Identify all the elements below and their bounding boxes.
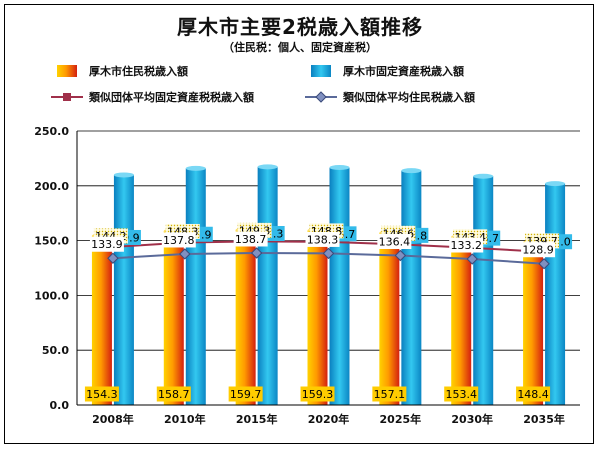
bar-residence-tax <box>235 229 256 405</box>
chart-frame: 厚木市主要2税歳入額推移 （住民税：個人、固定資産税） 厚木市住民税歳入額 厚木市… <box>4 4 594 444</box>
data-label-residence-tax: 158.7 <box>158 388 190 401</box>
data-label-residence-tax: 153.4 <box>445 388 477 401</box>
legend-item-0-swatch <box>57 65 77 77</box>
bar-fixed-asset-tax-cap <box>545 181 566 187</box>
bar-fixed-asset-tax <box>401 170 422 405</box>
bar-fixed-asset-tax <box>329 167 350 405</box>
residence-avg-point <box>394 249 407 262</box>
x-tick-label: 2020年 <box>308 412 350 426</box>
data-label-residence-tax: 154.3 <box>86 388 118 401</box>
x-tick-label: 2025年 <box>380 412 422 426</box>
bar-fixed-asset-tax <box>545 183 566 405</box>
chart-data-labels: 154.3209.9144.2133.9158.7215.9148.3137.8… <box>84 222 573 402</box>
data-label-residence-tax-bg <box>372 386 407 402</box>
data-label-residence-tax-bg <box>444 386 479 402</box>
residence-avg-point <box>322 247 335 260</box>
bar-fixed-asset-tax <box>473 176 494 405</box>
data-label-residence-tax: 148.4 <box>517 388 549 401</box>
legend-item-2-label: 類似団体平均固定資産税税歳入額 <box>88 90 254 104</box>
x-tick-label: 2015年 <box>236 412 278 426</box>
bar-fixed-asset-tax-cap <box>257 164 278 170</box>
data-label-residence-avg-bg <box>89 236 124 252</box>
bar-fixed-asset-tax-cap <box>185 165 206 171</box>
residence-avg-point <box>538 258 550 270</box>
y-tick-label: 50.0 <box>42 344 69 357</box>
bar-fixed-asset-tax <box>257 166 278 405</box>
x-tick-label: 2035年 <box>523 412 565 426</box>
bar-fixed-asset-tax-cap <box>329 164 350 170</box>
data-label-residence-tax: 157.1 <box>374 388 406 401</box>
legend-item-1-swatch <box>311 65 331 77</box>
bar-fixed-asset-tax-cap <box>401 168 422 174</box>
data-label-residence-avg-bg <box>161 232 196 248</box>
data-label-residence-tax-bg <box>156 386 191 402</box>
x-tick-label: 2008年 <box>92 412 134 426</box>
legend-item-3-swatch-marker <box>315 91 327 103</box>
residence-avg-point <box>179 248 191 260</box>
bar-residence-tax <box>163 231 184 405</box>
data-label-residence-avg-bg <box>449 237 484 253</box>
data-label-residence-avg: 138.3 <box>307 233 339 246</box>
data-label-residence-avg: 137.8 <box>163 234 195 247</box>
data-label-residence-tax-bg <box>300 386 335 402</box>
residence-avg-point <box>466 253 478 265</box>
bar-residence-tax <box>523 242 544 405</box>
data-label-residence-tax-bg <box>84 386 119 402</box>
chart-subtitle: （住民税：個人、固定資産税） <box>223 41 377 54</box>
legend-item-3-label: 類似団体平均住民税歳入額 <box>342 90 475 104</box>
residence-avg-point <box>250 247 263 259</box>
y-tick-label: 0.0 <box>50 399 70 412</box>
data-label-residence-tax-bg <box>228 386 263 402</box>
data-label-residence-avg-bg <box>377 234 412 250</box>
data-label-residence-tax-bg <box>516 386 551 402</box>
legend-item-2-swatch-marker <box>63 93 71 101</box>
y-tick-label: 200.0 <box>34 180 69 193</box>
y-tick-label: 150.0 <box>34 235 69 248</box>
data-label-residence-avg: 136.4 <box>379 236 411 249</box>
x-tick-label: 2010年 <box>164 412 206 426</box>
data-label-residence-avg-bg <box>305 231 340 247</box>
bar-residence-tax <box>379 232 400 405</box>
bar-residence-tax <box>451 236 472 405</box>
chart-axes: 0.0 50.0 100.0 150.0 200.0 250.0 2008年 2010年 201… <box>34 125 580 426</box>
data-label-residence-avg: 138.7 <box>235 233 267 246</box>
bar-fixed-asset-tax <box>185 168 206 405</box>
y-tick-label: 250.0 <box>34 125 69 138</box>
data-label-residence-avg: 128.9 <box>522 244 554 257</box>
chart-title: 厚木市主要2税歳入額推移 <box>177 15 423 39</box>
x-tick-label: 2030年 <box>451 412 493 426</box>
chart-bars <box>91 164 566 405</box>
data-label-residence-tax: 159.7 <box>230 388 262 401</box>
bar-residence-tax <box>91 235 112 405</box>
data-label-residence-avg: 133.2 <box>450 239 482 252</box>
data-label-residence-tax: 159.3 <box>302 388 334 401</box>
chart-grid <box>77 130 580 406</box>
data-label-residence-avg-bg <box>233 231 268 247</box>
y-tick-label: 100.0 <box>34 289 69 302</box>
legend-item-1-label: 厚木市固定資産税歳入額 <box>343 64 464 78</box>
residence-avg-point <box>107 252 119 264</box>
bar-fixed-asset-tax-cap <box>113 172 134 178</box>
data-label-residence-avg-bg <box>521 242 556 258</box>
bar-residence-tax <box>307 230 328 405</box>
legend-item-0-label: 厚木市住民税歳入額 <box>89 64 188 78</box>
bar-fixed-asset-tax-cap <box>473 173 494 179</box>
bar-fixed-asset-tax <box>113 174 134 405</box>
data-label-residence-avg: 133.9 <box>91 238 123 251</box>
